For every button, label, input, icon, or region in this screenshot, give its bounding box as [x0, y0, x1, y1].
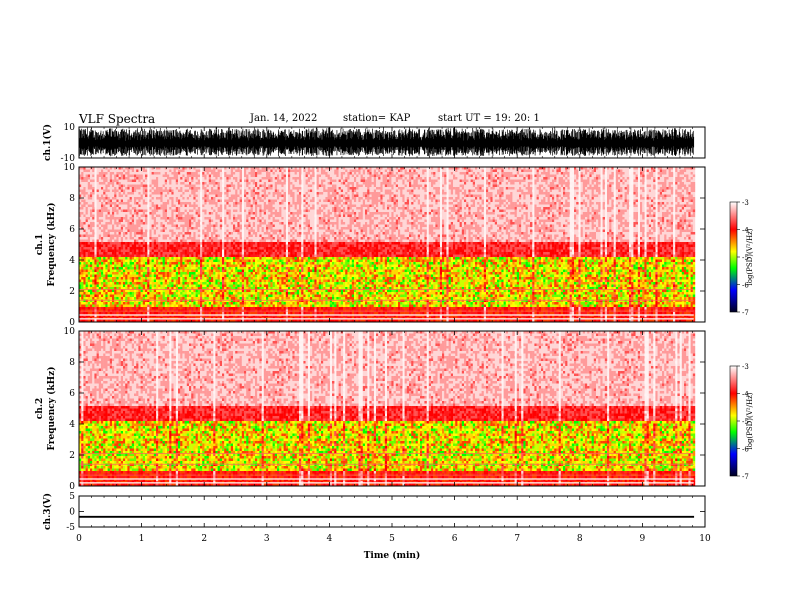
- y-tick-label: 6: [69, 389, 75, 399]
- colorbar-tick-label: -3: [742, 199, 749, 207]
- colorbar-tick-label: -3: [742, 363, 749, 371]
- x-tick-label: 3: [264, 534, 270, 544]
- y-tick-label: 0: [69, 508, 75, 518]
- y-tick-label: 4: [69, 256, 75, 266]
- ch1-ylabel: ch.1(V): [42, 124, 53, 161]
- ch1-frequency-label: Frequency (kHz): [46, 202, 57, 286]
- x-tick-label: 2: [201, 534, 207, 544]
- y-tick-label: 8: [69, 194, 75, 204]
- ch1-colorbar: [730, 202, 737, 312]
- y-tick-label: 5: [69, 492, 75, 502]
- ch1-spectrogram-image: [79, 167, 695, 322]
- y-tick-label: -5: [66, 523, 75, 533]
- y-tick-label: 2: [69, 451, 75, 461]
- y-tick-label: 6: [69, 225, 75, 235]
- colorbar-tick-label: -7: [742, 473, 749, 481]
- ch1-channel-label: ch.1: [35, 234, 45, 255]
- y-tick-label: 10: [64, 163, 76, 173]
- colorbar-tick-label: -7: [742, 309, 749, 317]
- x-tick-label: 0: [76, 534, 82, 544]
- x-axis-title: Time (min): [364, 550, 421, 561]
- x-tick-label: 9: [640, 534, 646, 544]
- ch2-colorbar-label: log(PSD)(V²/Hz): [746, 392, 754, 449]
- ch3-waveform-trace: [79, 516, 694, 518]
- ch3-panel-frame: [79, 496, 705, 527]
- y-tick-label: 4: [69, 420, 75, 430]
- ch2-colorbar: [730, 366, 737, 476]
- x-tick-label: 4: [327, 534, 333, 544]
- ch1-colorbar-label: log(PSD)(V²/Hz): [746, 228, 754, 285]
- x-tick-label: 10: [699, 534, 711, 544]
- y-tick-label: 0: [69, 482, 75, 492]
- y-tick-label: 8: [69, 358, 75, 368]
- ch3-ylabel: ch.3(V): [42, 493, 53, 530]
- x-tick-label: 6: [452, 534, 458, 544]
- x-tick-label: 7: [514, 534, 520, 544]
- ch2-channel-label: ch.2: [35, 398, 45, 419]
- y-tick-label: 2: [69, 287, 75, 297]
- y-tick-label: 10: [64, 327, 76, 337]
- y-tick-label: 10: [64, 123, 76, 133]
- x-tick-label: 1: [139, 534, 145, 544]
- x-tick-label: 8: [577, 534, 583, 544]
- ch1-waveform-trace: [79, 127, 694, 156]
- ch2-frequency-label: Frequency (kHz): [46, 366, 57, 450]
- x-tick-label: 5: [389, 534, 395, 544]
- ch2-spectrogram-image: [79, 331, 695, 486]
